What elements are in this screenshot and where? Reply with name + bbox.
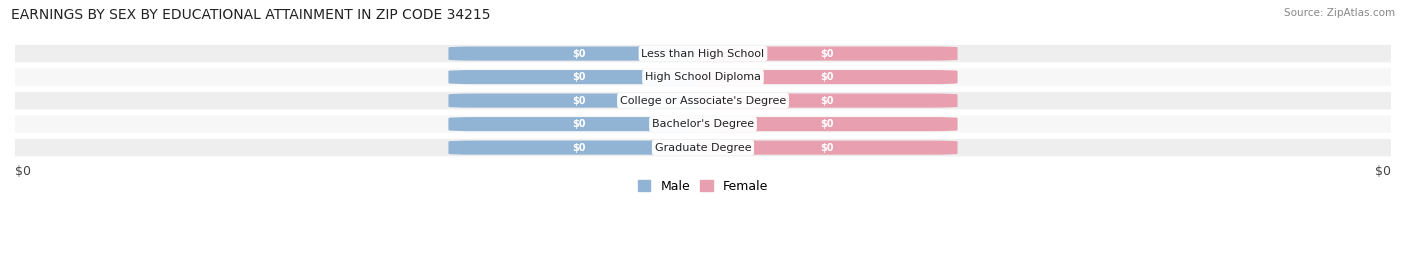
FancyBboxPatch shape xyxy=(1,68,1405,86)
Text: $0: $0 xyxy=(820,143,834,153)
Text: High School Diploma: High School Diploma xyxy=(645,72,761,82)
FancyBboxPatch shape xyxy=(696,141,957,155)
FancyBboxPatch shape xyxy=(449,141,710,155)
Text: EARNINGS BY SEX BY EDUCATIONAL ATTAINMENT IN ZIP CODE 34215: EARNINGS BY SEX BY EDUCATIONAL ATTAINMEN… xyxy=(11,8,491,22)
Text: $0: $0 xyxy=(572,143,586,153)
FancyBboxPatch shape xyxy=(1,45,1405,62)
FancyBboxPatch shape xyxy=(449,117,710,131)
FancyBboxPatch shape xyxy=(1,116,1405,133)
Text: Source: ZipAtlas.com: Source: ZipAtlas.com xyxy=(1284,8,1395,18)
Text: College or Associate's Degree: College or Associate's Degree xyxy=(620,96,786,106)
Text: $0: $0 xyxy=(572,96,586,106)
Text: Graduate Degree: Graduate Degree xyxy=(655,143,751,153)
FancyBboxPatch shape xyxy=(449,94,710,108)
Legend: Male, Female: Male, Female xyxy=(633,175,773,198)
Text: $0: $0 xyxy=(820,119,834,129)
Text: $0: $0 xyxy=(1375,165,1391,178)
FancyBboxPatch shape xyxy=(696,70,957,84)
FancyBboxPatch shape xyxy=(1,92,1405,109)
FancyBboxPatch shape xyxy=(449,47,710,61)
Text: $0: $0 xyxy=(820,96,834,106)
FancyBboxPatch shape xyxy=(696,94,957,108)
Text: Bachelor's Degree: Bachelor's Degree xyxy=(652,119,754,129)
Text: $0: $0 xyxy=(15,165,31,178)
FancyBboxPatch shape xyxy=(449,70,710,84)
FancyBboxPatch shape xyxy=(696,117,957,131)
FancyBboxPatch shape xyxy=(1,139,1405,156)
Text: $0: $0 xyxy=(820,49,834,59)
Text: $0: $0 xyxy=(572,119,586,129)
Text: $0: $0 xyxy=(820,72,834,82)
Text: $0: $0 xyxy=(572,72,586,82)
Text: Less than High School: Less than High School xyxy=(641,49,765,59)
FancyBboxPatch shape xyxy=(696,47,957,61)
Text: $0: $0 xyxy=(572,49,586,59)
